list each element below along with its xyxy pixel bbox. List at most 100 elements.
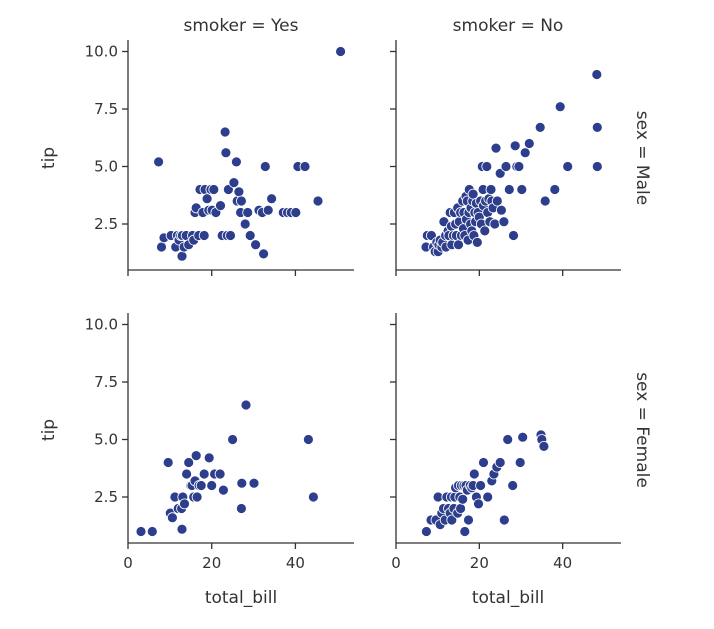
data-point [236, 477, 248, 489]
data-point [498, 216, 510, 228]
data-point [516, 184, 528, 195]
data-point [591, 122, 603, 133]
x-axis-label-right: total_bill [472, 588, 544, 608]
data-point [591, 161, 603, 172]
y-tick-label: 10.0 [85, 316, 118, 334]
data-point [489, 218, 501, 230]
data-point [166, 512, 178, 524]
data-point [235, 503, 247, 514]
data-point [463, 514, 474, 526]
x-tick-label: 0 [123, 554, 133, 572]
y-axis-label-bottom: tip [39, 419, 59, 441]
data-point [248, 477, 260, 489]
data-point [258, 248, 270, 260]
y-tick-label: 2.5 [94, 488, 118, 506]
data-point [498, 514, 510, 526]
data-point [262, 204, 274, 216]
col-title-smoker-yes: smoker = Yes [184, 16, 299, 36]
data-point [290, 207, 302, 218]
data-point [473, 498, 484, 510]
data-point [183, 457, 195, 468]
data-point [239, 218, 251, 230]
data-point [457, 493, 469, 505]
data-point [485, 184, 497, 195]
data-point [219, 126, 231, 138]
data-point [508, 230, 519, 241]
data-point [198, 468, 210, 480]
data-point [214, 468, 226, 480]
panel-female-smoker-yes: 2.5 5.0 7.5 10.0 0 20 40 [85, 313, 354, 572]
data-point [215, 200, 226, 212]
data-point [507, 480, 519, 491]
data-point [549, 184, 561, 195]
data-point [203, 452, 215, 464]
data-point [259, 161, 271, 172]
data-point [179, 498, 190, 510]
x-tick-label: 0 [391, 554, 401, 572]
data-point [554, 101, 566, 113]
x-axis-label-left: total_bill [205, 588, 277, 608]
data-point [539, 195, 551, 207]
row-title-sex-male: sex = Male [632, 111, 652, 205]
data-point [162, 457, 174, 468]
data-point [242, 207, 254, 218]
data-point [491, 195, 503, 207]
data-point [235, 195, 247, 207]
data-point [135, 526, 147, 537]
data-point [244, 230, 256, 241]
data-point [459, 526, 471, 537]
data-point [335, 46, 347, 57]
data-point [225, 230, 236, 241]
x-tick-label: 40 [286, 554, 305, 572]
data-point [471, 236, 483, 248]
data-point [312, 195, 324, 207]
x-tick-label: 40 [553, 554, 572, 572]
data-point [514, 457, 526, 468]
y-tick-label: 10.0 [85, 43, 118, 61]
data-point [266, 193, 278, 205]
data-point [208, 184, 220, 195]
y-tick-label: 2.5 [94, 215, 118, 233]
data-point [475, 480, 487, 491]
y-tick-label: 7.5 [94, 100, 118, 118]
data-point [230, 156, 242, 168]
data-point [478, 457, 489, 468]
data-point [468, 468, 480, 480]
y-tick-label: 5.0 [94, 158, 118, 176]
data-point [562, 161, 574, 172]
panel-male-smoker-yes: 2.5 5.0 7.5 10.0 [85, 40, 354, 276]
data-point [299, 161, 311, 172]
row-title-sex-female: sex = Female [632, 372, 652, 488]
x-tick-label: 20 [202, 554, 221, 572]
data-point [591, 69, 603, 80]
data-point [307, 491, 319, 503]
panel-male-smoker-no [390, 40, 621, 276]
data-point [509, 140, 521, 152]
data-point [220, 147, 232, 159]
data-point [201, 193, 213, 205]
data-point [156, 241, 167, 253]
data-point [176, 523, 188, 535]
x-tick-label: 20 [470, 554, 489, 572]
data-point [479, 225, 491, 237]
data-point [495, 204, 507, 216]
data-point [482, 491, 494, 503]
data-point [523, 138, 535, 149]
data-point [481, 161, 493, 172]
data-point [176, 250, 188, 262]
data-point [153, 156, 165, 168]
y-tick-label: 7.5 [94, 373, 118, 391]
data-point [534, 122, 546, 133]
data-point [195, 480, 207, 491]
data-point [494, 167, 506, 179]
data-point [513, 161, 525, 172]
data-point [181, 468, 193, 480]
y-tick-label: 5.0 [94, 431, 118, 449]
data-point [227, 434, 239, 445]
data-point [446, 514, 458, 526]
panel-female-smoker-no: 0 20 40 [390, 313, 621, 572]
data-point [538, 440, 550, 452]
col-title-smoker-no: smoker = No [453, 16, 564, 36]
data-point [500, 161, 512, 172]
